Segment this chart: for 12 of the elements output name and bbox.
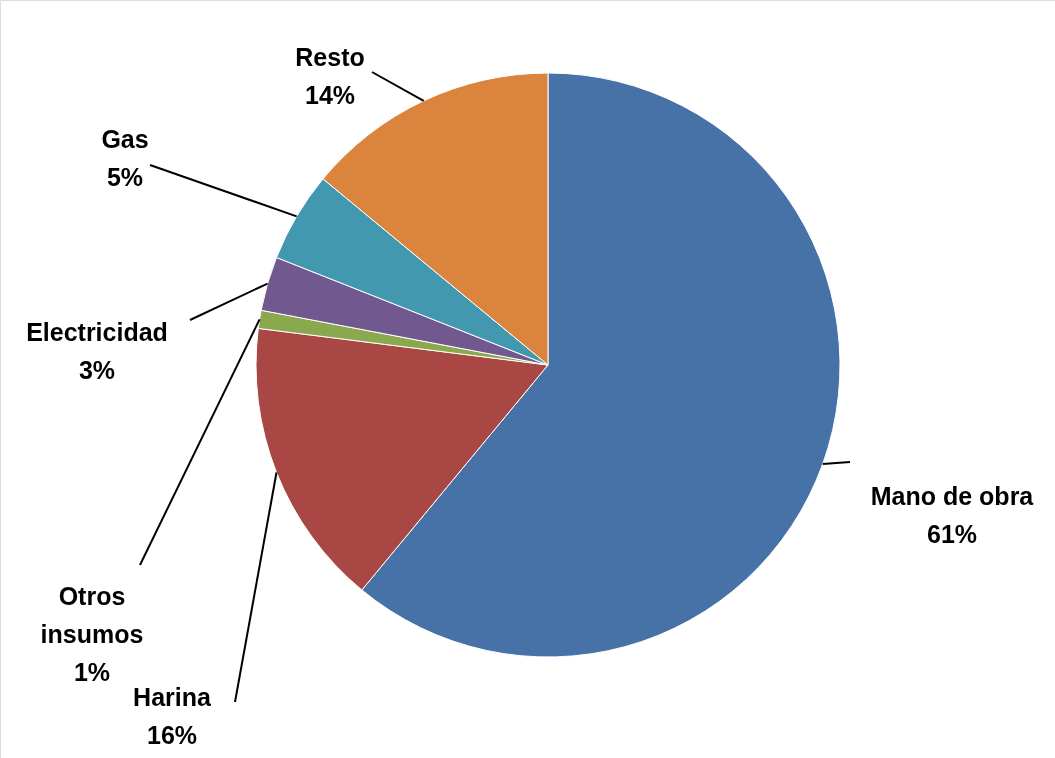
data-label: 16% — [146, 721, 198, 749]
slice-label: Electricidad — [26, 318, 168, 346]
slice-label: Gas — [101, 125, 149, 153]
data-label: 61% — [926, 520, 978, 548]
slice-label: Otros insumos — [40, 582, 144, 648]
slice-label: Harina — [133, 683, 212, 711]
data-label: 3% — [78, 356, 116, 384]
data-label: 1% — [73, 658, 111, 686]
slice-label: Resto — [295, 43, 365, 71]
data-label: 14% — [304, 81, 356, 109]
slice-label: Mano de obra — [870, 482, 1035, 510]
data-label: 5% — [106, 163, 144, 191]
